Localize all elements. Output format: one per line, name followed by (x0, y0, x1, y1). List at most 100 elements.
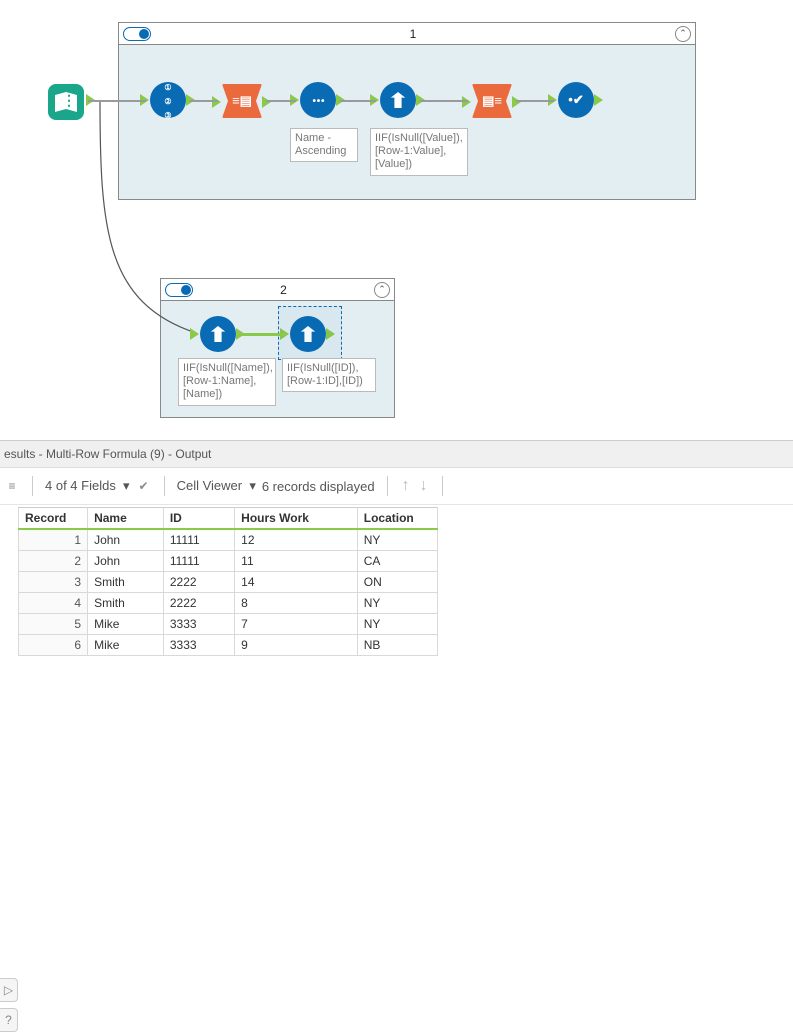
results-panel: esults - Multi-Row Formula (9) - Output … (0, 440, 793, 656)
cell: 11111 (163, 529, 234, 551)
down-arrow-icon[interactable]: ↓ (418, 477, 430, 495)
port (462, 96, 471, 108)
cell: 9 (235, 635, 358, 656)
multi-row-formula-name-annotation: IIF(IsNull([Name]),[Row-1:Name],[Name]) (178, 358, 276, 406)
cell: 11111 (163, 551, 234, 572)
separator (164, 476, 165, 496)
cell-viewer-text: Cell Viewer (177, 478, 243, 493)
port (512, 96, 521, 108)
container-2-title: 2 (193, 283, 374, 297)
123-icon (164, 79, 171, 121)
table-row[interactable]: 4Smith22228NY (19, 593, 438, 614)
cell: 2222 (163, 572, 234, 593)
cell: NY (357, 529, 437, 551)
table-row[interactable]: 6Mike33339NB (19, 635, 438, 656)
cell: 2 (19, 551, 88, 572)
cell: 14 (235, 572, 358, 593)
multi-row-formula-name[interactable] (200, 316, 236, 352)
port (212, 96, 221, 108)
port (190, 328, 199, 340)
sort[interactable] (300, 82, 336, 118)
up-arrow-icon[interactable]: ↑ (400, 477, 412, 495)
container-1-toggle[interactable] (123, 27, 151, 41)
port (594, 94, 603, 106)
form2-icon (482, 93, 502, 109)
connector (190, 100, 218, 102)
separator (32, 476, 33, 496)
table-row[interactable]: 3Smith222214ON (19, 572, 438, 593)
col-hours-work[interactable]: Hours Work (235, 508, 358, 530)
fields-dropdown[interactable]: 4 of 4 Fields ▾ (45, 478, 130, 494)
connector (266, 100, 296, 102)
fields-text: 4 of 4 Fields (45, 478, 116, 493)
separator (442, 476, 443, 496)
cell: NY (357, 593, 437, 614)
cell: 3333 (163, 635, 234, 656)
left-tabs: ▷ ? (0, 978, 18, 1032)
crosstab[interactable] (472, 84, 512, 118)
input-tool[interactable] (48, 84, 84, 120)
col-id[interactable]: ID (163, 508, 234, 530)
cell: 12 (235, 529, 358, 551)
cell: Smith (88, 572, 164, 593)
cell: John (88, 551, 164, 572)
cell: Smith (88, 593, 164, 614)
selection-outline (278, 306, 342, 360)
cell: 11 (235, 551, 358, 572)
cell: 4 (19, 593, 88, 614)
cell: 8 (235, 593, 358, 614)
tab-messages-icon[interactable]: ▷ (0, 978, 18, 1002)
menu-icon[interactable]: ≡ (4, 478, 20, 494)
table-row[interactable]: 1John1111112NY (19, 529, 438, 551)
multirow-icon (209, 326, 227, 342)
cell: Mike (88, 635, 164, 656)
cell: 5 (19, 614, 88, 635)
container-2-collapse[interactable]: ⌃ (374, 282, 390, 298)
sort-annotation: Name - Ascending (290, 128, 358, 162)
form-icon (232, 93, 252, 109)
cell: John (88, 529, 164, 551)
container-2-header: 2 ⌃ (161, 279, 394, 301)
transpose[interactable] (222, 84, 262, 118)
container-1-title: 1 (151, 27, 675, 41)
connector (240, 333, 286, 336)
cell: 7 (235, 614, 358, 635)
multi-row-formula-1-annotation: IIF(IsNull([Value]),[Row-1:Value],[Value… (370, 128, 468, 176)
check-icon[interactable]: ✔ (136, 478, 152, 494)
col-record[interactable]: Record (19, 508, 88, 530)
container-1-header: 1 ⌃ (119, 23, 695, 45)
container-2-toggle[interactable] (165, 283, 193, 297)
connector (516, 100, 554, 102)
results-toolbar: ≡ 4 of 4 Fields ▾ ✔ Cell Viewer ▾ 6 reco… (0, 468, 793, 505)
select[interactable] (558, 82, 594, 118)
cell: 1 (19, 529, 88, 551)
cell: 3333 (163, 614, 234, 635)
separator (387, 476, 388, 496)
cell: Mike (88, 614, 164, 635)
table-row[interactable]: 2John1111111CA (19, 551, 438, 572)
cell: ON (357, 572, 437, 593)
cell: 3 (19, 572, 88, 593)
dots-icon (312, 93, 323, 107)
results-title: esults - Multi-Row Formula (9) - Output (0, 440, 793, 468)
tab-help-icon[interactable]: ? (0, 1008, 18, 1032)
cell: 6 (19, 635, 88, 656)
multi-row-formula-1[interactable] (380, 82, 416, 118)
check-icon (568, 92, 583, 108)
records-displayed: 6 records displayed (262, 479, 375, 494)
table-header-row: RecordNameIDHours WorkLocation (19, 508, 438, 530)
port (262, 96, 271, 108)
workflow-canvas[interactable]: 1 ⌃ 2 ⌃ Name - Ascending IIF(IsNull([Valu… (0, 0, 793, 440)
col-location[interactable]: Location (357, 508, 437, 530)
table-row[interactable]: 5Mike33337NY (19, 614, 438, 635)
table-body: 1John1111112NY2John1111111CA3Smith222214… (19, 529, 438, 656)
container-1-collapse[interactable]: ⌃ (675, 26, 691, 42)
cell: NB (357, 635, 437, 656)
cell: 2222 (163, 593, 234, 614)
results-table[interactable]: RecordNameIDHours WorkLocation 1John1111… (18, 507, 438, 656)
connector (340, 100, 376, 102)
col-name[interactable]: Name (88, 508, 164, 530)
connector (88, 100, 146, 102)
record-id[interactable] (150, 82, 186, 118)
cell-viewer-dropdown[interactable]: Cell Viewer ▾ (177, 478, 256, 494)
